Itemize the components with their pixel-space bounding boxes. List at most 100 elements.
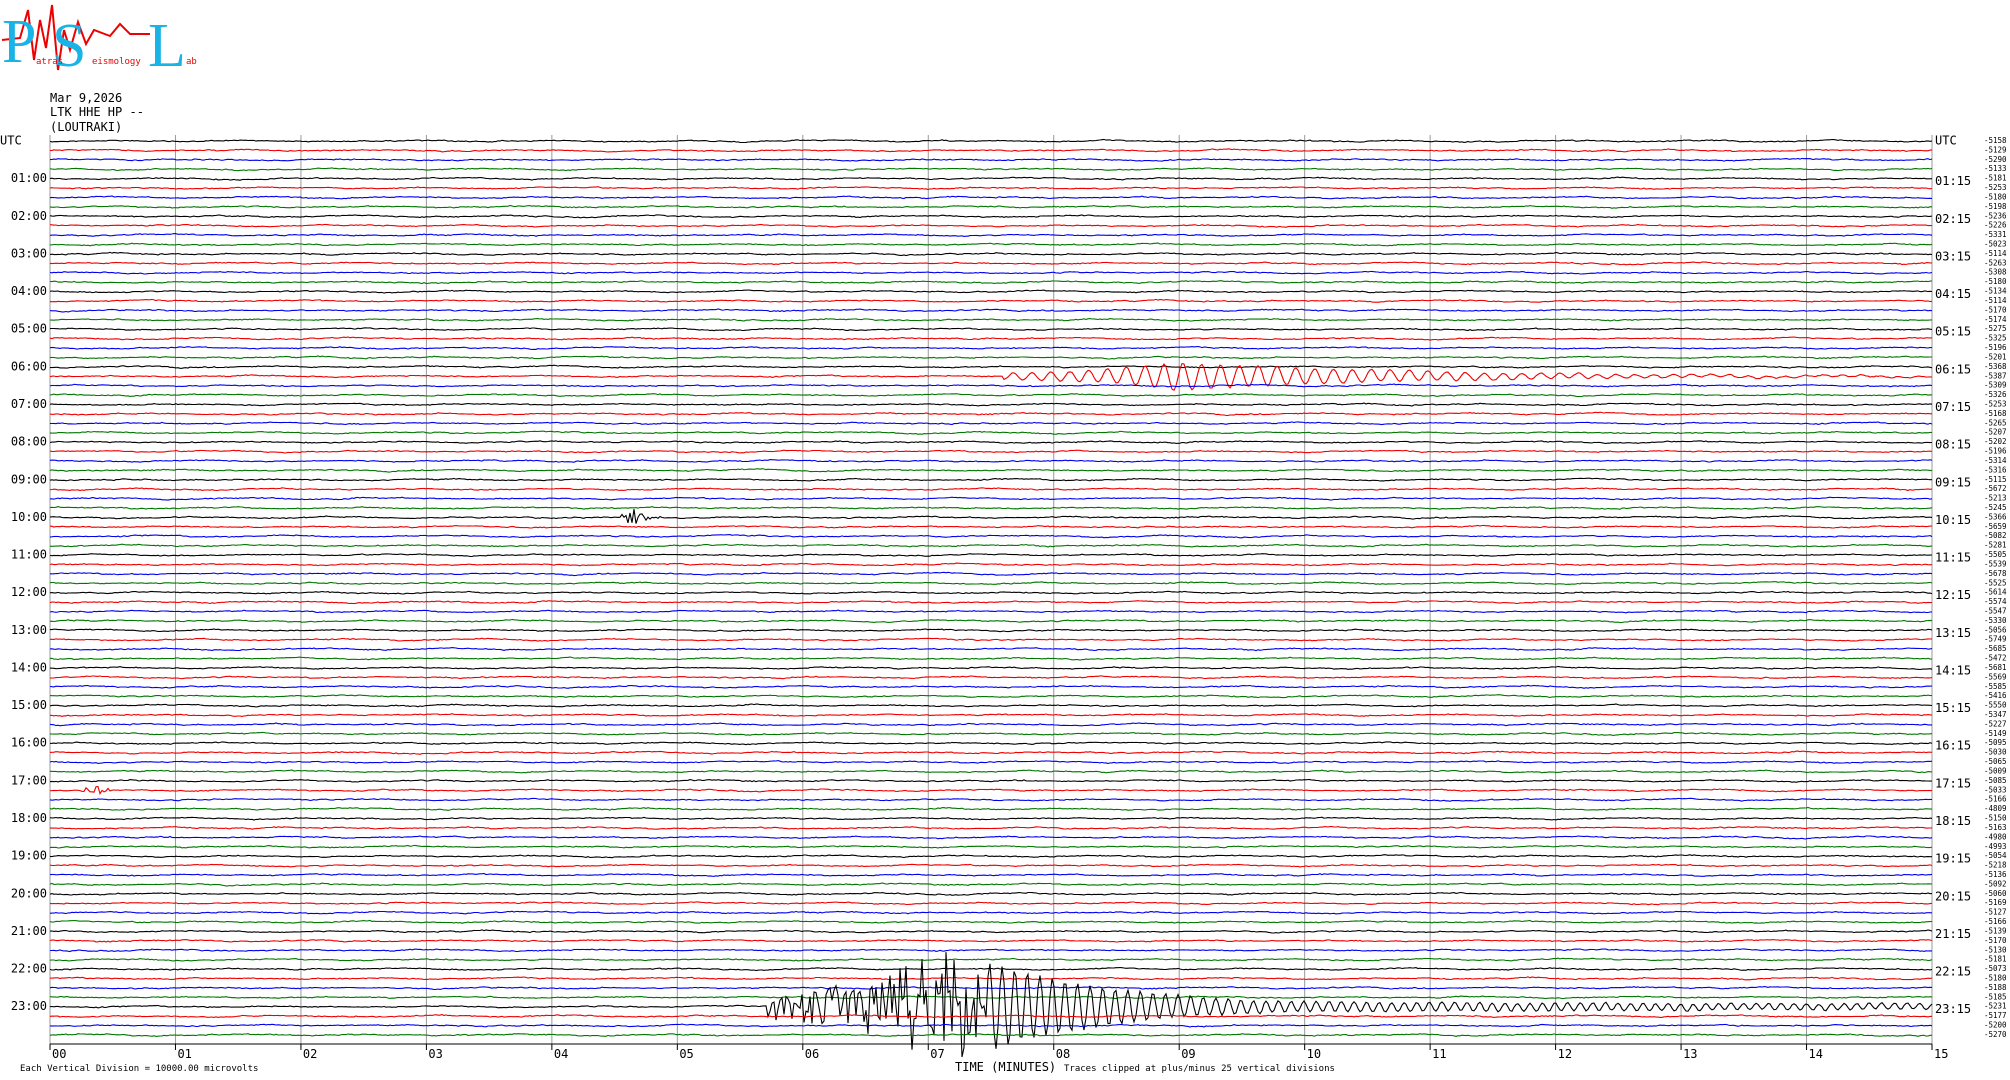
- left-label: 10:00: [11, 510, 47, 524]
- trace: [49, 383, 1933, 388]
- trace: [49, 835, 1933, 840]
- trace-offset: -5180: [1984, 277, 2007, 286]
- trace-offset: -5163: [1984, 823, 2007, 832]
- trace-offset: -5309: [1984, 381, 2007, 390]
- x-tick-label: 08: [1056, 1047, 1070, 1061]
- trace-offset: -5659: [1984, 522, 2007, 531]
- trace: [49, 345, 1933, 351]
- x-tick-label: 09: [1181, 1047, 1195, 1061]
- trace-offset: -5170: [1984, 305, 2007, 314]
- trace: [49, 534, 1933, 539]
- trace: [49, 157, 1933, 162]
- trace: [49, 854, 1932, 859]
- trace-offset: -5347: [1984, 710, 2007, 719]
- trace: [49, 148, 1932, 153]
- trace-offset: -5073: [1984, 964, 2007, 973]
- trace-offset: -5166: [1984, 917, 2007, 926]
- right-label: 19:15: [1935, 852, 1971, 866]
- trace: [49, 581, 1933, 586]
- station: LTK HHE HP --: [50, 105, 144, 119]
- trace-offset: -5115: [1984, 475, 2007, 484]
- trace: [49, 986, 1933, 991]
- trace-offset: -5681: [1984, 663, 2007, 672]
- right-label: 08:15: [1935, 438, 1971, 452]
- left-label: 18:00: [11, 811, 47, 825]
- trace: [49, 289, 1933, 294]
- logo-word: ab: [186, 57, 197, 67]
- scale-note: Each Vertical Division = 10000.00 microv…: [20, 1064, 258, 1074]
- trace: [49, 694, 1933, 699]
- trace: [49, 233, 1933, 237]
- trace-offset: -5054: [1984, 851, 2007, 860]
- left-label: 12:00: [11, 585, 47, 599]
- trace-offset: -5198: [1984, 202, 2007, 211]
- trace-offset: -5092: [1984, 879, 2007, 888]
- trace-offset: -5180: [1984, 973, 2007, 982]
- trace-offset: -5539: [1984, 559, 2007, 568]
- right-label: 16:15: [1935, 739, 1971, 753]
- trace: [49, 421, 1933, 426]
- trace-offset: -5181: [1984, 174, 2007, 183]
- trace-offset: -5065: [1984, 757, 2007, 766]
- trace-offset: -5127: [1984, 908, 2007, 917]
- trace: [49, 806, 1933, 811]
- trace: [50, 628, 1933, 633]
- right-label: UTC: [1935, 134, 1957, 148]
- trace-offset: -5129: [1984, 145, 2007, 154]
- trace: [49, 364, 1933, 369]
- trace: [49, 487, 1933, 492]
- logo-l: L: [148, 12, 186, 80]
- left-label: 23:00: [11, 999, 47, 1013]
- trace-offset: -4809: [1984, 804, 2007, 813]
- trace-offset: -5169: [1984, 898, 2007, 907]
- trace: [49, 910, 1933, 915]
- trace-offset: -5227: [1984, 719, 2007, 728]
- x-axis-title: TIME (MINUTES): [955, 1060, 1056, 1074]
- trace: [49, 684, 1933, 689]
- trace-offset: -5082: [1984, 531, 2007, 540]
- trace: [50, 318, 1933, 322]
- trace: [49, 786, 1933, 795]
- trace: [49, 524, 1933, 529]
- left-label: 01:00: [11, 171, 47, 185]
- trace-offset: -5290: [1984, 155, 2007, 164]
- trace: [49, 167, 1933, 172]
- left-label: 02:00: [11, 209, 47, 223]
- right-label: 03:15: [1935, 249, 1971, 263]
- trace-offset: -5196: [1984, 343, 2007, 352]
- right-label: 21:15: [1935, 927, 1971, 941]
- trace: [49, 952, 1933, 1058]
- logo-word: eismology: [92, 57, 141, 67]
- left-label: 21:00: [11, 924, 47, 938]
- trace: [49, 553, 1933, 558]
- trace: [49, 816, 1933, 821]
- trace: [49, 872, 1933, 877]
- trace-offset: -5685: [1984, 644, 2007, 653]
- trace-offset: -5181: [1984, 955, 2007, 964]
- trace: [49, 393, 1933, 398]
- trace-offset: -5569: [1984, 672, 2007, 681]
- trace: [49, 459, 1933, 463]
- trace-offset: -5416: [1984, 691, 2007, 700]
- trace: [49, 186, 1933, 191]
- left-label: 22:00: [11, 962, 47, 976]
- trace-offset: -5114: [1984, 296, 2007, 305]
- x-tick-label: 10: [1307, 1047, 1321, 1061]
- trace-offset: -5085: [1984, 776, 2007, 785]
- trace-offset: -5200: [1984, 1021, 2007, 1030]
- trace: [49, 741, 1933, 746]
- trace-offset: -5218: [1984, 861, 2007, 870]
- right-label: 12:15: [1935, 588, 1971, 602]
- trace: [50, 948, 1933, 953]
- trace-offset: -5130: [1984, 945, 2007, 954]
- trace-offset: -5472: [1984, 654, 2007, 663]
- trace: [49, 618, 1933, 624]
- trace-offset: -5672: [1984, 484, 2007, 493]
- trace-offset: -5202: [1984, 437, 2007, 446]
- right-label: 18:15: [1935, 814, 1971, 828]
- x-tick-label: 00: [52, 1047, 66, 1061]
- trace: [49, 355, 1932, 360]
- trace-offset: -5387: [1984, 371, 2007, 380]
- traces: [49, 138, 1933, 1058]
